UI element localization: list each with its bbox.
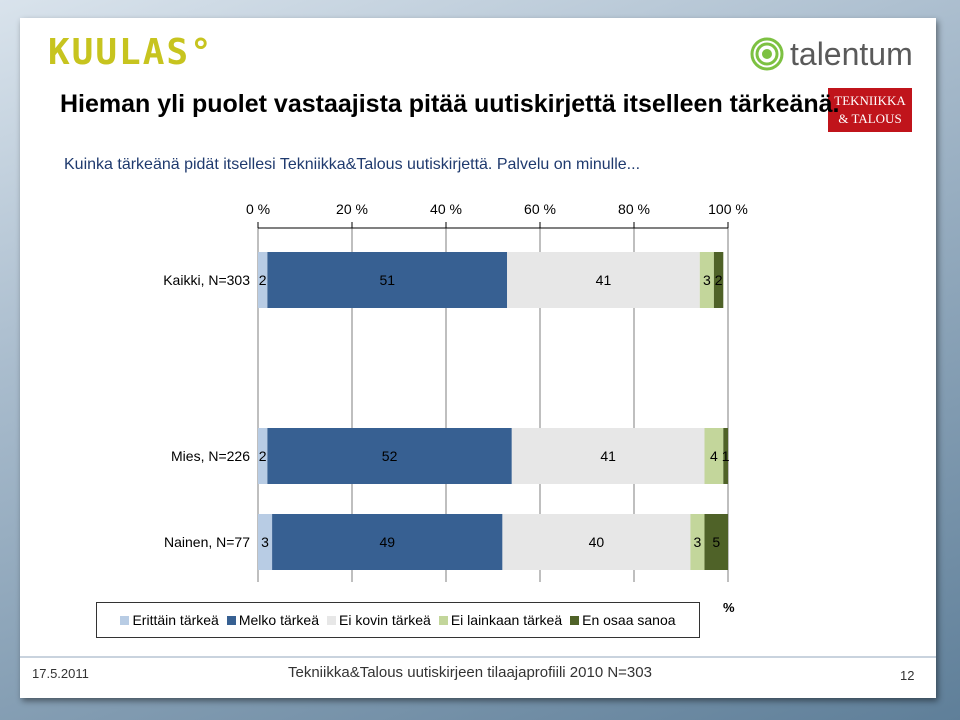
data-label: 3: [261, 534, 269, 550]
legend-item: Ei kovin tärkeä: [327, 612, 431, 628]
data-label: 41: [596, 272, 612, 288]
talentum-mark-icon: [750, 37, 784, 71]
data-label: 2: [715, 272, 723, 288]
bar-segment: [502, 514, 691, 570]
legend-label: Ei kovin tärkeä: [339, 612, 431, 628]
bar-segment: [704, 428, 724, 484]
legend-swatch: [438, 615, 448, 625]
talentum-logo: talentum: [750, 34, 913, 74]
kuulas-logo: KUULAS°: [48, 32, 214, 73]
legend-label: En osaa sanoa: [582, 612, 676, 628]
bar-segment: [723, 428, 728, 484]
chart-legend: Erittäin tärkeä Melko tärkeä Ei kovin tärk…: [96, 602, 700, 638]
data-label: 1: [722, 448, 730, 464]
bar-segment: [507, 252, 700, 308]
tekniikka-talous-logo: TEKNIIKKA & TALOUS: [828, 88, 912, 132]
data-label: 2: [259, 448, 267, 464]
category-label: Kaikki, N=303: [163, 272, 250, 288]
bar-segment: [690, 514, 705, 570]
question-text: Kuinka tärkeänä pidät itsellesi Tekniikk…: [64, 156, 641, 173]
slide: KUULAS° talentum TEKNIIKKA & TALOUS Hiem…: [20, 18, 936, 698]
data-label: 2: [259, 272, 267, 288]
x-tick-label: 20 %: [336, 201, 368, 217]
legend-swatch: [226, 615, 236, 625]
bar-segment: [699, 252, 714, 308]
data-label: 5: [712, 534, 720, 550]
data-label: 3: [694, 534, 702, 550]
data-label: 3: [703, 272, 711, 288]
footer-divider: [20, 656, 936, 658]
tekniikka-logo-line-2: & TALOUS: [838, 111, 902, 126]
bar-segment: [258, 514, 273, 570]
footer-title: Tekniikka&Talous uutiskirjeen tilaajapro…: [288, 664, 652, 681]
bar-segment: [258, 428, 268, 484]
stacked-bar-chart: 0 % 20 % 40 % 60 % 80 % 100 %Kaikki, N=303 2 51…: [163, 201, 748, 582]
bar-segment: [272, 514, 503, 570]
legend-label: Melko tärkeä: [238, 612, 319, 628]
legend-swatch: [570, 615, 580, 625]
category-label: Mies, N=226: [171, 448, 250, 464]
page-title: Hieman yli puolet vastaajista pitää uuti…: [60, 90, 840, 118]
bar-segment: [258, 252, 268, 308]
bar-segment: [713, 252, 724, 308]
data-label: 52: [382, 448, 398, 464]
legend-item: Erittäin tärkeä: [120, 612, 219, 628]
category-label: Nainen, N=77: [164, 534, 250, 550]
legend-swatch: [120, 615, 130, 625]
legend-swatch: [327, 615, 336, 625]
x-tick-label: 100 %: [708, 201, 748, 217]
data-label: 40: [589, 534, 605, 550]
x-tick-label: 0 %: [246, 201, 270, 217]
data-label: 49: [379, 534, 395, 550]
legend-item: Ei lainkaan tärkeä: [438, 612, 563, 628]
talentum-wordmark: talentum: [790, 35, 913, 72]
bar-segment: [267, 252, 508, 308]
page-number: 12: [900, 668, 915, 683]
data-label: 4: [710, 448, 718, 464]
legend-item: En osaa sanoa: [570, 612, 676, 628]
data-label: 41: [600, 448, 616, 464]
data-label: 51: [379, 272, 395, 288]
legend-item: Melko tärkeä: [226, 612, 319, 628]
tekniikka-logo-line-1: TEKNIIKKA: [834, 93, 906, 108]
bar-segment: [704, 514, 728, 570]
percent-unit-label: %: [723, 600, 735, 615]
legend-label: Ei lainkaan tärkeä: [450, 612, 563, 628]
bar-segment: [267, 428, 512, 484]
bar-segment: [511, 428, 705, 484]
footer-date: 17.5.2011: [32, 666, 89, 681]
x-tick-label: 40 %: [430, 201, 462, 217]
legend-label: Erittäin tärkeä: [132, 612, 219, 628]
x-tick-label: 60 %: [524, 201, 556, 217]
x-tick-label: 80 %: [618, 201, 650, 217]
